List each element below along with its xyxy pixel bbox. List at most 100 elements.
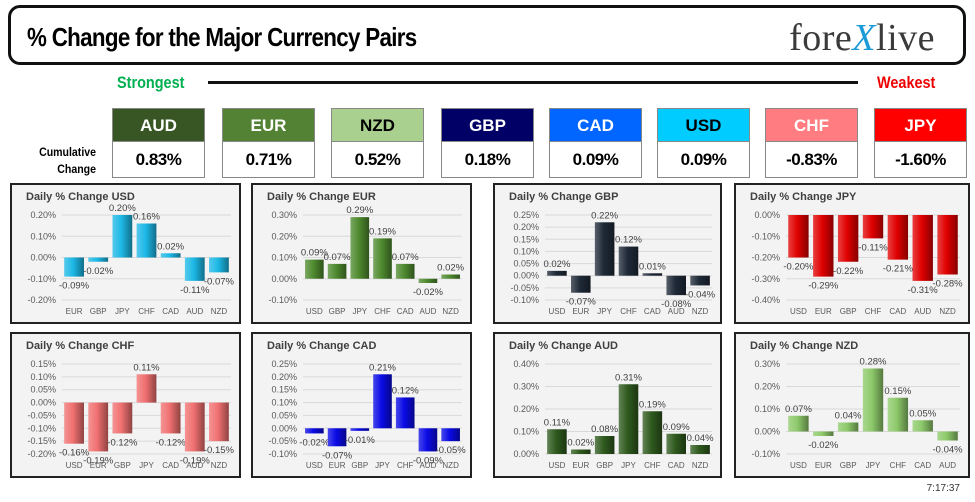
currency-code: GBP bbox=[442, 109, 533, 142]
currency-card-chf: CHF -0.83% bbox=[765, 108, 858, 178]
bar-cad bbox=[160, 402, 181, 434]
data-label: -0.01% bbox=[345, 435, 376, 446]
data-label: -0.09% bbox=[59, 281, 90, 292]
bar-jpy bbox=[594, 222, 615, 276]
currency-card-nzd: NZD 0.52% bbox=[331, 108, 424, 178]
currency-code: NZD bbox=[332, 109, 423, 142]
bar-eur bbox=[571, 275, 591, 293]
data-label: -0.28% bbox=[933, 279, 964, 290]
y-tick-label: 0.15% bbox=[271, 385, 297, 395]
y-tick-label: 0.25% bbox=[271, 359, 297, 369]
bar-nzd bbox=[441, 428, 460, 442]
bar-gbp bbox=[112, 402, 133, 434]
data-label: 0.22% bbox=[591, 210, 618, 221]
bar-usd bbox=[788, 215, 809, 258]
cumulative-change-value: 0.52% bbox=[354, 150, 401, 169]
bar-chf bbox=[395, 397, 415, 429]
x-category-label: NZD bbox=[692, 307, 709, 316]
x-category-label: NZD bbox=[442, 307, 459, 316]
bar-aud bbox=[184, 257, 205, 281]
y-tick-label: -0.05% bbox=[27, 410, 56, 420]
x-category-label: CHF bbox=[374, 307, 391, 316]
data-label: -0.07% bbox=[322, 450, 353, 461]
currency-code: CHF bbox=[766, 109, 857, 142]
bar-aud bbox=[937, 431, 958, 441]
cumulative-change-value: -1.60% bbox=[895, 150, 946, 169]
currency-code: USD bbox=[658, 109, 749, 142]
forexlive-logo: foreXlive bbox=[789, 16, 935, 60]
bar-aud bbox=[666, 275, 686, 296]
y-tick-label: 0.00% bbox=[30, 253, 56, 263]
bar-jpy bbox=[136, 374, 157, 403]
data-label: -0.16% bbox=[59, 448, 90, 459]
x-category-label: GBP bbox=[114, 461, 131, 470]
bar-chart: 0.00%-0.10%-0.20%-0.30%-0.40%-0.20%USD-0… bbox=[751, 210, 964, 316]
y-tick-label: 0.10% bbox=[513, 427, 539, 437]
bar-gbp bbox=[594, 436, 615, 454]
y-tick-label: 0.20% bbox=[754, 382, 780, 392]
chart-panel-chf: Daily % Change CHF 0.15% 0.10% 0.05% 0.00% -0… bbox=[10, 332, 241, 478]
data-label: 0.07% bbox=[785, 404, 812, 415]
bar-chart: 0.15%0.10%0.05%0.00%-0.05%-0.10%-0.15%-0… bbox=[27, 359, 234, 470]
x-category-label: CHF bbox=[644, 461, 661, 470]
data-label: 0.09% bbox=[301, 248, 328, 259]
currency-card-usd: USD 0.09% bbox=[657, 108, 750, 178]
x-category-label: AUD bbox=[939, 461, 956, 470]
data-label: -0.12% bbox=[156, 437, 187, 448]
x-category-label: GBP bbox=[840, 307, 857, 316]
y-tick-label: -0.10% bbox=[510, 295, 539, 305]
logo-x-arrow-icon: X bbox=[852, 17, 877, 59]
bar-jpy bbox=[373, 374, 392, 429]
x-category-label: EUR bbox=[572, 461, 589, 470]
x-category-label: NZD bbox=[442, 461, 459, 470]
bar-nzd bbox=[441, 274, 460, 279]
bar-jpy bbox=[862, 368, 884, 432]
bar-usd bbox=[305, 259, 324, 279]
x-category-label: USD bbox=[306, 307, 323, 316]
chart-title: Daily % Change GBP bbox=[509, 191, 619, 203]
y-tick-label: -0.05% bbox=[268, 436, 297, 446]
y-tick-label: 0.00% bbox=[754, 427, 780, 437]
y-tick-label: 0.30% bbox=[754, 359, 780, 369]
bar-chart: 0.20% 0.10% 0.00% -0.10% -0.20%-0.09% EUR -0.0… bbox=[27, 203, 234, 316]
bar-aud bbox=[418, 278, 438, 283]
y-tick-label: -0.30% bbox=[751, 274, 780, 284]
cumulative-change-value: 0.71% bbox=[245, 150, 292, 169]
data-label: 0.19% bbox=[369, 226, 396, 237]
x-category-label: CAD bbox=[162, 307, 179, 316]
x-category-label: USD bbox=[66, 461, 83, 470]
bar-cad bbox=[642, 273, 663, 276]
y-tick-label: 0.20% bbox=[30, 210, 56, 220]
bar-cad bbox=[160, 253, 181, 258]
data-label: -0.02% bbox=[83, 266, 114, 277]
data-label: -0.11% bbox=[858, 242, 888, 253]
cumulative-change-value: 0.09% bbox=[680, 150, 727, 169]
chart-panel-eur: Daily % Change EUR 0.30% 0.20% 0.10% 0.00% -0… bbox=[251, 183, 472, 324]
data-label: 0.04% bbox=[687, 433, 714, 444]
data-label: -0.04% bbox=[685, 289, 716, 300]
data-label: 0.02% bbox=[157, 241, 184, 252]
data-label: 0.02% bbox=[543, 259, 570, 270]
data-label: -0.08% bbox=[661, 299, 692, 310]
data-label: -0.19% bbox=[180, 455, 211, 466]
strongest-label: Strongest bbox=[117, 73, 185, 92]
chart-panel-nzd: Daily % Change NZD 0.30% 0.20% 0.10% 0.00% -0… bbox=[734, 332, 970, 478]
data-label: -0.19% bbox=[83, 455, 114, 466]
y-tick-label: 0.00% bbox=[30, 398, 56, 408]
data-label: 0.08% bbox=[591, 424, 618, 435]
data-label: -0.02% bbox=[299, 437, 330, 448]
y-tick-label: -0.15% bbox=[27, 436, 56, 446]
x-category-label: CAD bbox=[162, 461, 179, 470]
chart-title: Daily % Change CHF bbox=[26, 340, 135, 352]
bar-chart: 0.30% 0.20% 0.10% 0.00% -0.10% 0.07% USD -0.02%… bbox=[751, 357, 963, 471]
bar-chf bbox=[887, 397, 909, 432]
x-category-label: USD bbox=[548, 461, 565, 470]
chart-panel-gbp: Daily % Change GBP 0.25% 0.20% 0.15% 0.10% 0.… bbox=[493, 183, 722, 324]
y-tick-label: -0.20% bbox=[751, 253, 780, 263]
x-category-label: EUR bbox=[329, 461, 346, 470]
y-tick-label: 0.05% bbox=[513, 259, 539, 269]
bar-jpy bbox=[618, 384, 639, 454]
data-label: 0.12% bbox=[392, 385, 419, 396]
bar-jpy bbox=[112, 215, 133, 258]
bar-eur bbox=[64, 257, 84, 277]
